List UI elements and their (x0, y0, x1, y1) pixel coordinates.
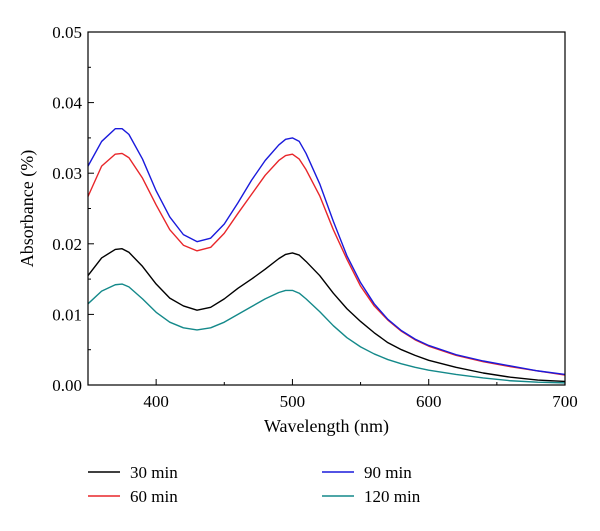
x-tick-label: 700 (552, 392, 578, 411)
series-layer (87, 128, 566, 384)
x-axis-title: Wavelength (nm) (264, 416, 389, 437)
legend-label-90-min: 90 min (364, 463, 412, 482)
x-tick-label: 600 (416, 392, 442, 411)
y-tick-label: 0.00 (52, 376, 82, 395)
series-line-90-min (87, 128, 566, 376)
series-line-30-min (87, 248, 566, 383)
y-tick-label: 0.03 (52, 164, 82, 183)
series-line-60-min (87, 152, 566, 376)
y-tick-label: 0.02 (52, 235, 82, 254)
y-tick-label: 0.05 (52, 23, 82, 42)
y-tick-label: 0.04 (52, 94, 82, 113)
legend-label-60-min: 60 min (130, 487, 178, 506)
x-tick-label: 400 (143, 392, 169, 411)
y-tick-label: 0.01 (52, 305, 82, 324)
ticks-layer: 400 500 600 700 0.00 0.01 0.02 0.03 0.04 0.05 (52, 23, 578, 411)
legend-label-30-min: 30 min (130, 463, 178, 482)
plot-frame (87, 31, 566, 386)
legend-label-120-min: 120 min (364, 487, 421, 506)
x-tick-label: 500 (280, 392, 306, 411)
y-axis-title: Absorbance (%) (17, 150, 38, 267)
legend: 30 min 90 min 60 min 120 min (88, 463, 421, 506)
series-line-120-min (87, 283, 566, 384)
